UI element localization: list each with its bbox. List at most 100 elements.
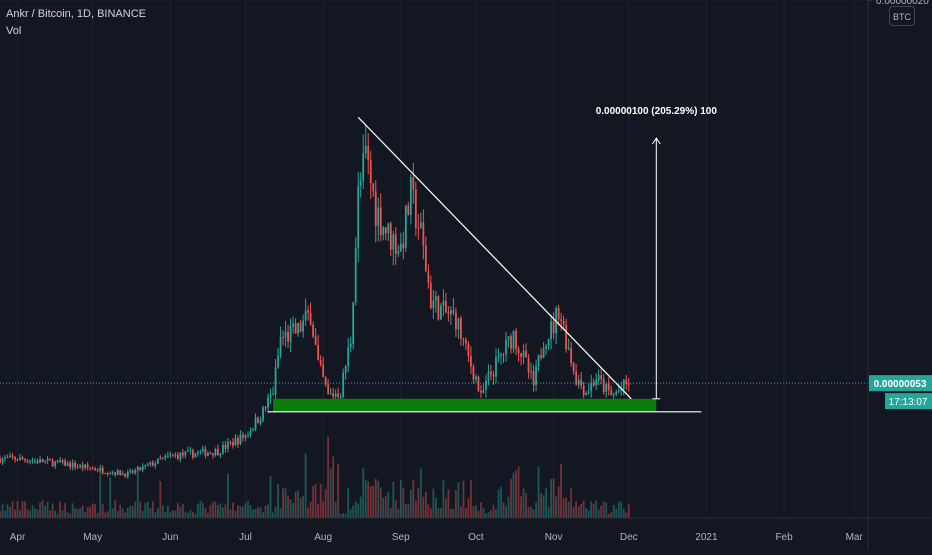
candle-body — [397, 251, 400, 254]
volume-bar — [156, 508, 159, 518]
candle-body — [319, 359, 322, 365]
candle-body — [101, 467, 104, 474]
candle-body — [9, 455, 11, 458]
candle-body — [237, 438, 239, 445]
candle-body — [542, 349, 545, 358]
volume-bar — [199, 500, 202, 518]
candle-body — [181, 452, 184, 456]
volume-bar — [179, 506, 182, 518]
candle-body — [289, 326, 292, 342]
currency-badge[interactable]: BTC — [889, 6, 915, 26]
candle-body — [212, 452, 214, 456]
volume-bar — [262, 512, 264, 518]
candle-body — [567, 347, 570, 350]
volume-bar — [482, 507, 485, 518]
volume-bar — [151, 501, 154, 518]
candle-body — [540, 355, 542, 358]
candle-body — [317, 344, 320, 360]
x-tick-label: Jul — [239, 532, 252, 543]
volume-bar — [136, 470, 139, 518]
candle-body — [407, 205, 410, 216]
volume-bar — [582, 500, 585, 518]
candle-body — [417, 227, 420, 229]
volume-bar — [610, 512, 613, 518]
volume-bar — [342, 513, 345, 518]
candle-body — [96, 470, 99, 472]
volume-bar — [364, 479, 367, 518]
volume-bar — [69, 513, 72, 518]
volume-bar — [522, 488, 525, 518]
volume-bar — [605, 502, 608, 518]
volume-bar — [457, 482, 460, 518]
volume-bar — [334, 501, 337, 518]
drawings[interactable]: 0.00000100 (205.29%) 100 — [0, 106, 868, 413]
candle-body — [242, 434, 244, 438]
symbol-title[interactable]: Ankr / Bitcoin, 1D, BINANCE — [6, 8, 146, 20]
candle-body — [114, 472, 117, 475]
candle-body — [224, 444, 227, 449]
volume-bar — [19, 510, 21, 518]
candle-body — [46, 459, 49, 461]
candle-body — [522, 350, 525, 358]
volume-bar — [212, 501, 214, 518]
volume-bar — [174, 510, 177, 518]
volume-bar — [257, 507, 259, 518]
candle-body — [565, 324, 568, 350]
candle-body — [490, 371, 492, 375]
volume-legend[interactable]: Vol — [6, 25, 22, 37]
candle-body — [11, 455, 14, 458]
volume-bar — [520, 496, 522, 518]
candle-body — [131, 470, 134, 473]
candle-body — [21, 457, 24, 460]
volume-bar — [354, 501, 357, 518]
candle-body — [287, 332, 289, 342]
candle-body — [202, 448, 204, 452]
candle-body — [402, 243, 405, 249]
volume-bar — [565, 497, 568, 518]
volume-bar — [219, 503, 222, 518]
candle-body — [51, 460, 54, 467]
candle-body — [284, 332, 287, 338]
volume-bar — [332, 456, 335, 518]
candle-body — [81, 464, 84, 469]
candle-body — [339, 396, 342, 398]
candle-body — [332, 393, 335, 397]
volume-bar — [419, 468, 422, 518]
candle-body — [620, 389, 623, 391]
candle-body — [299, 323, 302, 332]
volume-bar — [562, 498, 565, 518]
volume-bar — [189, 510, 192, 518]
volume-bar — [232, 502, 234, 518]
candle-body — [264, 407, 267, 409]
candle-body — [424, 245, 427, 272]
volume-bar — [399, 480, 402, 518]
volume-bar — [46, 501, 49, 518]
volume-bar — [56, 513, 59, 518]
volume-bar — [615, 508, 618, 518]
candle-body — [414, 189, 417, 228]
volume-bar — [487, 512, 490, 518]
candle-body — [412, 177, 415, 190]
candle-body — [76, 466, 79, 468]
candle-body — [552, 321, 555, 334]
candle-body — [607, 383, 610, 391]
volume-bar — [475, 505, 477, 518]
candle-body — [495, 357, 497, 377]
candle-body — [99, 467, 102, 472]
volume-bar — [329, 468, 332, 518]
candle-body — [520, 353, 522, 358]
candle-body — [362, 153, 365, 181]
volume-bar — [139, 501, 142, 518]
candle-body — [234, 438, 237, 446]
volume-bar — [76, 509, 79, 518]
candle-body — [497, 355, 500, 358]
candle-body — [460, 318, 462, 339]
volume-bar — [54, 510, 57, 518]
volume-bar — [282, 488, 284, 518]
x-tick-label: Nov — [545, 532, 563, 543]
volume-bar — [572, 507, 575, 518]
candle-body — [274, 367, 277, 395]
candle-body — [597, 375, 600, 380]
